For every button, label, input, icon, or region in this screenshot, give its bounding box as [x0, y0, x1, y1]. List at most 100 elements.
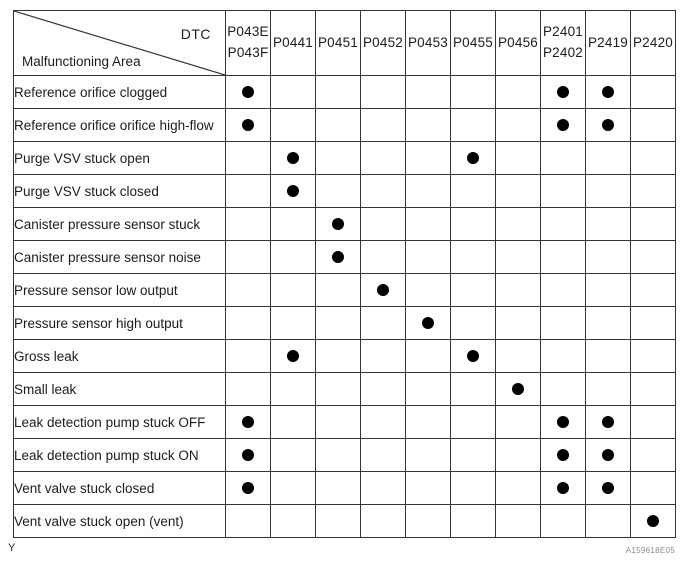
matrix-cell	[405, 141, 451, 175]
matrix-cell	[315, 75, 361, 109]
dtc-applicable-dot	[557, 481, 569, 494]
matrix-cell	[270, 339, 316, 373]
matrix-cell	[540, 108, 586, 142]
matrix-cell	[225, 207, 271, 241]
matrix-cell	[360, 141, 406, 175]
matrix-cell	[225, 339, 271, 373]
matrix-cell	[450, 273, 496, 307]
matrix-cell	[585, 108, 631, 142]
dtc-applicable-dot	[287, 184, 299, 197]
matrix-cell	[585, 273, 631, 307]
matrix-cell	[495, 504, 541, 538]
matrix-cell	[540, 504, 586, 538]
malfunction-area-label: Gross leak	[13, 339, 226, 373]
dtc-applicable-dot	[332, 217, 344, 230]
dtc-column-header-p0452: P0452	[360, 10, 406, 76]
dtc-applicable-dot	[647, 514, 659, 527]
matrix-cell	[315, 141, 361, 175]
matrix-cell	[585, 471, 631, 505]
matrix-cell	[360, 75, 406, 109]
matrix-cell	[315, 306, 361, 340]
matrix-cell	[630, 405, 676, 439]
matrix-cell	[450, 306, 496, 340]
matrix-cell	[270, 273, 316, 307]
matrix-cell	[405, 372, 451, 406]
dtc-code: P0441	[272, 34, 314, 50]
matrix-cell	[270, 372, 316, 406]
dtc-code: P043F	[227, 45, 269, 60]
matrix-cell	[270, 207, 316, 241]
matrix-cell	[585, 75, 631, 109]
matrix-cell	[630, 471, 676, 505]
malfunction-area-label: Canister pressure sensor stuck	[13, 207, 226, 241]
matrix-cell	[450, 207, 496, 241]
matrix-cell	[405, 339, 451, 373]
diagonal-divider-line	[14, 11, 225, 75]
matrix-cell	[495, 75, 541, 109]
matrix-cell	[360, 207, 406, 241]
dtc-applicable-dot	[557, 118, 569, 131]
matrix-cell	[315, 174, 361, 208]
matrix-cell	[585, 438, 631, 472]
matrix-cell	[495, 405, 541, 439]
matrix-cell	[630, 306, 676, 340]
malfunction-area-label: Canister pressure sensor noise	[13, 240, 226, 274]
matrix-cell	[540, 306, 586, 340]
matrix-cell	[630, 372, 676, 406]
matrix-cell	[540, 372, 586, 406]
matrix-cell	[225, 306, 271, 340]
dtc-applicable-dot	[467, 349, 479, 362]
table-row: Small leak	[13, 372, 676, 406]
matrix-cell	[270, 174, 316, 208]
dtc-column-header-p2419: P2419	[585, 10, 631, 76]
matrix-cell	[315, 207, 361, 241]
matrix-cell	[360, 372, 406, 406]
dtc-applicable-dot	[602, 118, 614, 131]
matrix-cell	[450, 240, 496, 274]
dtc-code: P0455	[452, 34, 494, 50]
malfunction-area-label: Pressure sensor low output	[13, 273, 226, 307]
matrix-cell	[315, 438, 361, 472]
matrix-cell	[225, 471, 271, 505]
dtc-column-header-p2401-p2402: P2401 P2402	[540, 10, 586, 76]
dtc-code: P0456	[497, 34, 539, 50]
matrix-cell	[540, 141, 586, 175]
matrix-cell	[225, 372, 271, 406]
malfunction-area-label: Reference orifice orifice high-flow	[13, 108, 226, 142]
matrix-cell	[405, 207, 451, 241]
dtc-matrix-table: DTC Malfunctioning Area P043E P043F P0441 P…	[13, 10, 676, 538]
matrix-cell	[360, 471, 406, 505]
matrix-cell	[540, 471, 586, 505]
matrix-cell	[225, 438, 271, 472]
dtc-code: P2401	[542, 24, 584, 40]
corner-header-cell: DTC Malfunctioning Area	[13, 10, 226, 76]
dtc-applicable-dot	[602, 448, 614, 461]
matrix-cell	[630, 108, 676, 142]
matrix-cell	[585, 372, 631, 406]
matrix-cell	[540, 438, 586, 472]
matrix-cell	[405, 306, 451, 340]
dtc-applicable-dot	[242, 85, 254, 98]
matrix-cell	[450, 405, 496, 439]
matrix-cell	[585, 240, 631, 274]
matrix-cell	[495, 174, 541, 208]
matrix-cell	[540, 339, 586, 373]
matrix-cell	[450, 174, 496, 208]
matrix-cell	[585, 174, 631, 208]
matrix-cell	[315, 240, 361, 274]
matrix-cell	[630, 141, 676, 175]
matrix-cell	[540, 405, 586, 439]
dtc-code: P2419	[587, 34, 629, 50]
matrix-cell	[270, 75, 316, 109]
matrix-cell	[450, 108, 496, 142]
matrix-cell	[450, 438, 496, 472]
table-row: Gross leak	[13, 339, 676, 373]
table-row: Vent valve stuck open (vent)	[13, 504, 676, 538]
matrix-cell	[495, 372, 541, 406]
matrix-cell	[540, 240, 586, 274]
matrix-cell	[225, 141, 271, 175]
matrix-cell	[540, 273, 586, 307]
dtc-applicable-dot	[557, 85, 569, 98]
matrix-cell	[360, 174, 406, 208]
matrix-cell	[540, 174, 586, 208]
